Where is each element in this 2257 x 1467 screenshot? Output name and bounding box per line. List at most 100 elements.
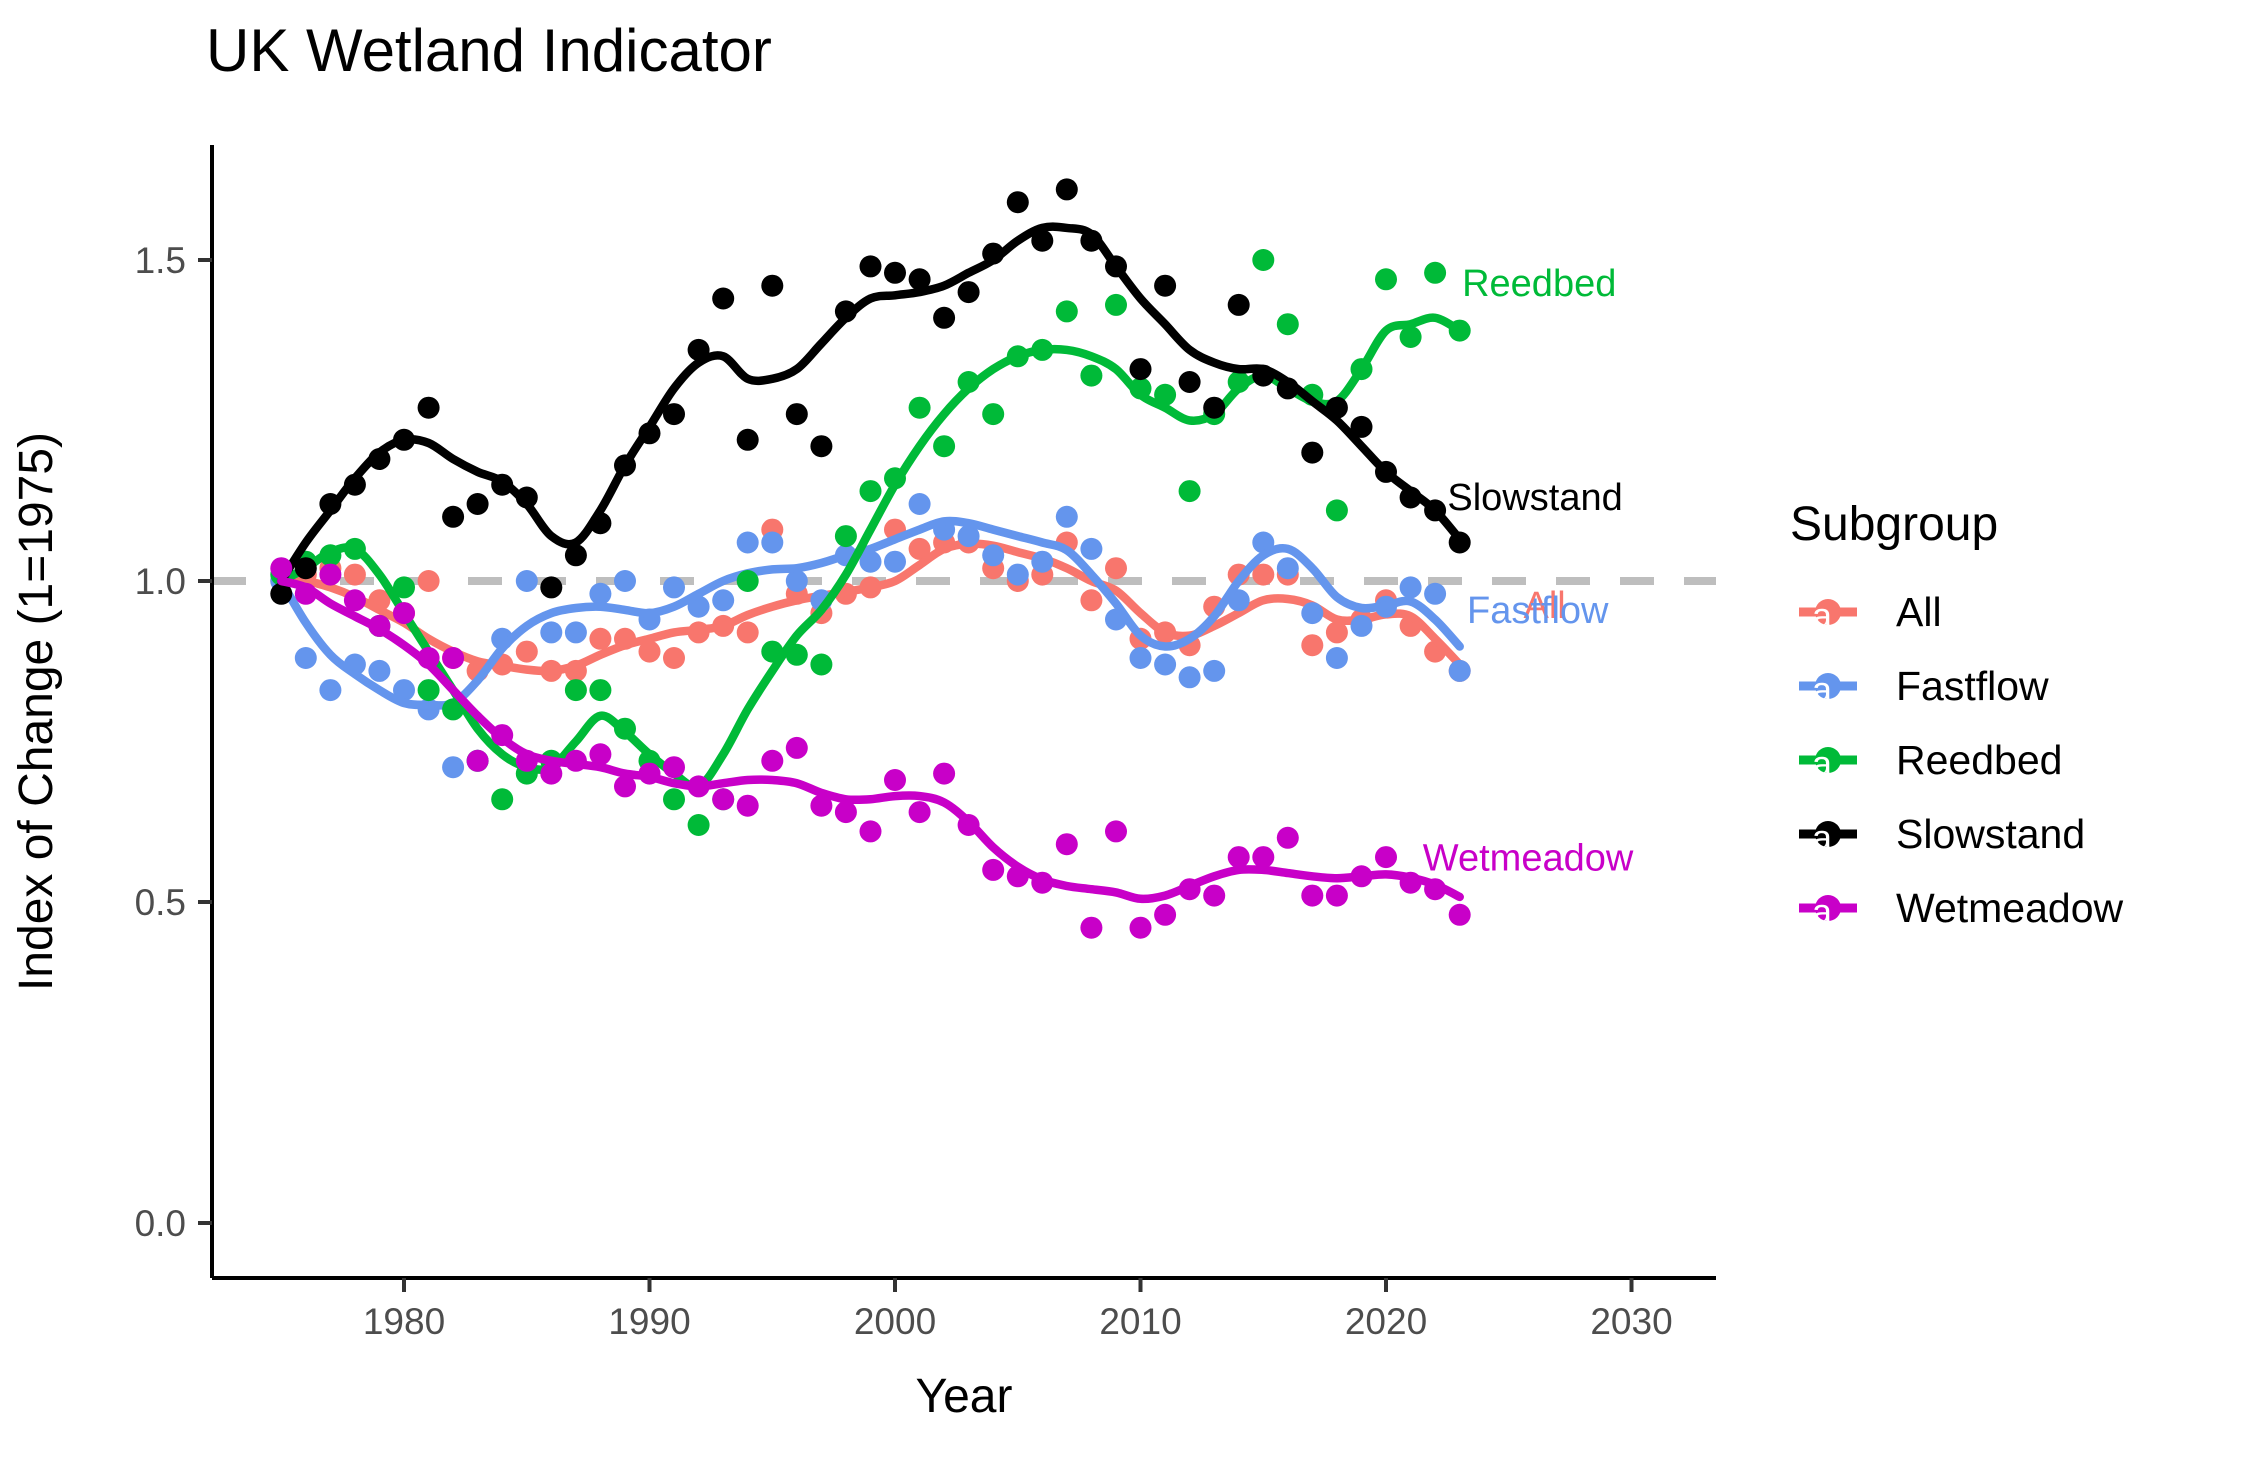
data-point-fastflow: [614, 570, 636, 592]
data-point-fastflow: [1154, 653, 1177, 676]
trend-line-all: [277, 539, 1464, 676]
data-point-all: [417, 570, 440, 592]
series-label-fastflow: Fastflow: [1467, 590, 1609, 632]
data-point-fastflow: [589, 582, 612, 605]
series-reedbed: [270, 249, 1471, 836]
data-point-all: [1325, 621, 1348, 644]
data-point-reedbed: [1252, 249, 1275, 271]
data-point-wetmeadow: [663, 756, 685, 779]
data-point-slowstand: [270, 582, 293, 605]
data-point-fastflow: [442, 756, 465, 779]
y-tick-label: 1.0: [135, 561, 186, 602]
data-point-all: [589, 627, 612, 650]
data-point-fastflow: [1006, 563, 1029, 586]
legend-key-point-wetmeadow: [1815, 895, 1841, 921]
data-point-slowstand: [785, 403, 808, 426]
data-point-fastflow: [515, 570, 538, 592]
data-point-all: [736, 621, 759, 644]
data-point-slowstand: [712, 287, 735, 310]
data-point-reedbed: [1105, 293, 1127, 316]
data-point-reedbed: [908, 396, 931, 419]
legend-key-a-glyph: a: [1812, 669, 1833, 710]
data-point-slowstand: [417, 396, 440, 419]
data-point-wetmeadow: [319, 563, 342, 586]
legend-title: Subgroup: [1790, 498, 1998, 551]
data-point-slowstand: [663, 403, 685, 426]
legend-key-point-slowstand: [1815, 821, 1841, 847]
data-point-slowstand: [1178, 371, 1201, 393]
legend-key-a-glyph: a: [1812, 595, 1833, 636]
data-point-wetmeadow: [736, 794, 759, 817]
data-point-fastflow: [540, 621, 563, 644]
data-point-fastflow: [908, 493, 931, 515]
data-point-all: [1252, 563, 1275, 586]
data-point-fastflow: [663, 576, 685, 599]
data-point-wetmeadow: [589, 743, 612, 766]
data-point-slowstand: [1154, 274, 1177, 297]
data-point-slowstand: [1055, 178, 1078, 201]
data-point-all: [343, 563, 366, 586]
data-point-slowstand: [908, 268, 931, 291]
data-point-wetmeadow: [466, 749, 489, 772]
data-point-fastflow: [1399, 576, 1422, 599]
data-point-slowstand: [1006, 191, 1029, 214]
data-point-slowstand: [1031, 229, 1054, 252]
y-tick-label: 1.5: [135, 240, 186, 281]
data-point-fastflow: [368, 659, 391, 682]
data-point-reedbed: [859, 480, 882, 503]
data-point-fastflow: [1448, 659, 1471, 682]
data-point-fastflow: [319, 679, 342, 702]
y-axis-title: Index of Change (1=1975): [10, 432, 63, 991]
data-point-fastflow: [1350, 614, 1373, 637]
data-point-fastflow: [1031, 550, 1054, 573]
legend-key-a-glyph: a: [1812, 743, 1833, 784]
data-point-wetmeadow: [908, 801, 931, 824]
data-point-all: [908, 537, 931, 560]
data-point-reedbed: [417, 679, 440, 702]
data-point-all: [1080, 589, 1103, 612]
y-tick-label: 0.5: [135, 882, 186, 923]
legend-key-point-fastflow: [1815, 673, 1841, 699]
data-point-slowstand: [810, 435, 833, 458]
data-point-fastflow: [1178, 666, 1201, 689]
legend-item-all: a All: [1799, 589, 1942, 636]
data-point-fastflow: [1325, 647, 1348, 669]
data-point-reedbed: [589, 679, 612, 702]
data-point-fastflow: [859, 550, 882, 573]
y-tick-label: 0.0: [135, 1203, 186, 1244]
data-point-slowstand: [294, 557, 317, 580]
data-point-fastflow: [294, 647, 317, 669]
legend-label-slowstand: Slowstand: [1896, 811, 2085, 857]
data-point-all: [1105, 557, 1127, 580]
data-point-slowstand: [1203, 396, 1226, 419]
data-point-fastflow: [884, 550, 906, 573]
data-point-wetmeadow: [712, 788, 735, 811]
data-point-reedbed: [834, 525, 857, 548]
data-point-wetmeadow: [1129, 916, 1152, 939]
data-point-fastflow: [564, 621, 587, 644]
data-point-wetmeadow: [834, 801, 857, 824]
trend-line-slowstand: [277, 222, 1464, 586]
data-point-wetmeadow: [1276, 826, 1299, 849]
data-point-wetmeadow: [982, 858, 1005, 881]
data-point-fastflow: [393, 679, 415, 702]
data-point-wetmeadow: [761, 749, 784, 772]
data-point-wetmeadow: [810, 794, 833, 817]
x-tick-label: 1980: [363, 1301, 445, 1342]
legend-label-all: All: [1896, 589, 1942, 635]
x-axis-title: Year: [916, 1370, 1013, 1423]
x-tick-label: 2000: [854, 1301, 936, 1342]
legend-key-a-glyph: a: [1812, 891, 1833, 932]
data-point-slowstand: [761, 274, 784, 297]
legend-label-reedbed: Reedbed: [1896, 737, 2062, 783]
data-point-reedbed: [810, 653, 833, 676]
x-tick-label: 2030: [1590, 1301, 1672, 1342]
data-point-fastflow: [1080, 537, 1103, 560]
data-point-all: [515, 640, 538, 663]
data-point-fastflow: [1424, 582, 1447, 605]
legend-item-slowstand: a Slowstand: [1799, 811, 2085, 858]
data-point-wetmeadow: [1080, 916, 1103, 939]
data-point-fastflow: [785, 570, 808, 592]
series-wetmeadow: [270, 557, 1471, 939]
